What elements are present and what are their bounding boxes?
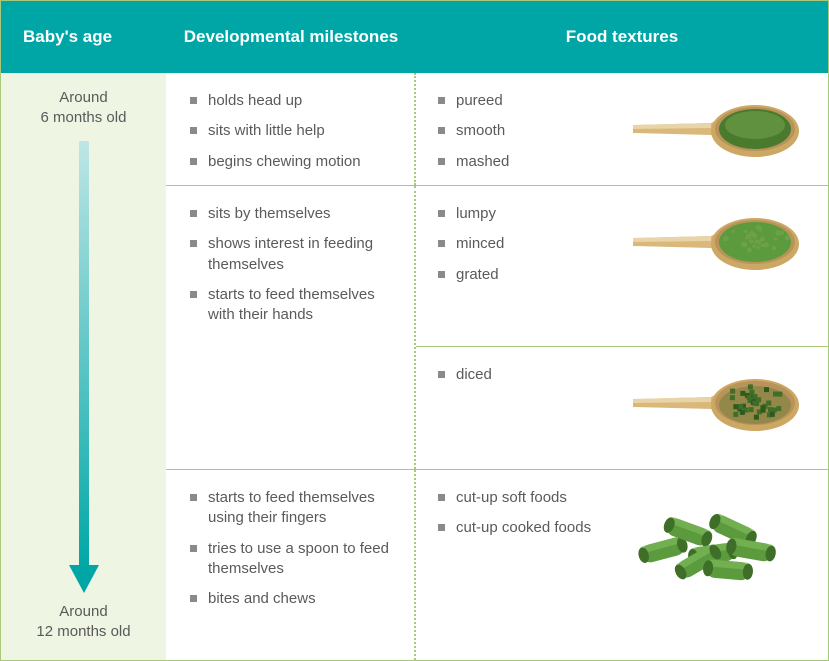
beans-icon [633,492,813,602]
table-row: holds head up sits with little help begins… [166,73,828,185]
food-row: diced [416,346,828,469]
milestone-item: holds head up [190,91,398,111]
texture-item: pureed [438,91,628,111]
food-illustration [628,365,818,459]
texture-item: diced [438,365,628,385]
milestone-item: shows interest in feeding themselves [190,234,398,275]
spoon-icon [633,369,813,441]
age-arrow [67,129,101,602]
texture-item: lumpy [438,204,628,224]
table-row: starts to feed themselves using their fi… [166,469,828,660]
age-column: Around 6 months old Around 12 [1,73,166,660]
milestone-item: sits by themselves [190,204,398,224]
milestone-item: begins chewing motion [190,152,398,172]
milestones-cell: sits by themselves shows interest in feed… [166,186,416,469]
milestone-item: bites and chews [190,589,398,609]
texture-item: cut-up cooked foods [438,518,628,538]
texture-item: cut-up soft foods [438,488,628,508]
table-row: sits by themselves shows interest in feed… [166,185,828,469]
food-cell: cut-up soft foods cut-up cooked foods [416,470,828,660]
texture-item: grated [438,265,628,285]
food-cell: pureed smooth mashed [416,73,828,185]
food-row: pureed smooth mashed [416,73,828,192]
food-illustration [628,488,818,650]
food-illustration [628,204,818,336]
food-cell: lumpy minced grated diced [416,186,828,469]
age-end-label: Around 12 months old [36,602,130,661]
milestone-item: sits with little help [190,121,398,141]
spoon-icon [633,95,813,167]
spoon-icon [633,208,813,280]
food-illustration [628,91,818,182]
texture-item: minced [438,234,628,254]
milestone-item: tries to use a spoon to feed themselves [190,539,398,580]
table-header: Baby's age Developmental milestones Food… [1,1,828,73]
header-milestones: Developmental milestones [166,27,416,47]
milestone-item: starts to feed themselves using their fi… [190,488,398,529]
content-column: holds head up sits with little help begins… [166,73,828,660]
table-body: Around 6 months old Around 12 [1,73,828,660]
header-food: Food textures [416,27,828,47]
texture-item: mashed [438,152,628,172]
milestones-cell: starts to feed themselves using their fi… [166,470,416,660]
milestones-cell: holds head up sits with little help begins… [166,73,416,185]
age-start-label: Around 6 months old [41,88,127,129]
milestone-item: starts to feed themselves with their han… [190,285,398,326]
feeding-table: Baby's age Developmental milestones Food… [0,0,829,661]
header-age: Baby's age [1,27,166,47]
texture-item: smooth [438,121,628,141]
gradient-arrow-icon [67,141,101,593]
food-row: lumpy minced grated [416,186,828,346]
food-row: cut-up soft foods cut-up cooked foods [416,470,828,660]
